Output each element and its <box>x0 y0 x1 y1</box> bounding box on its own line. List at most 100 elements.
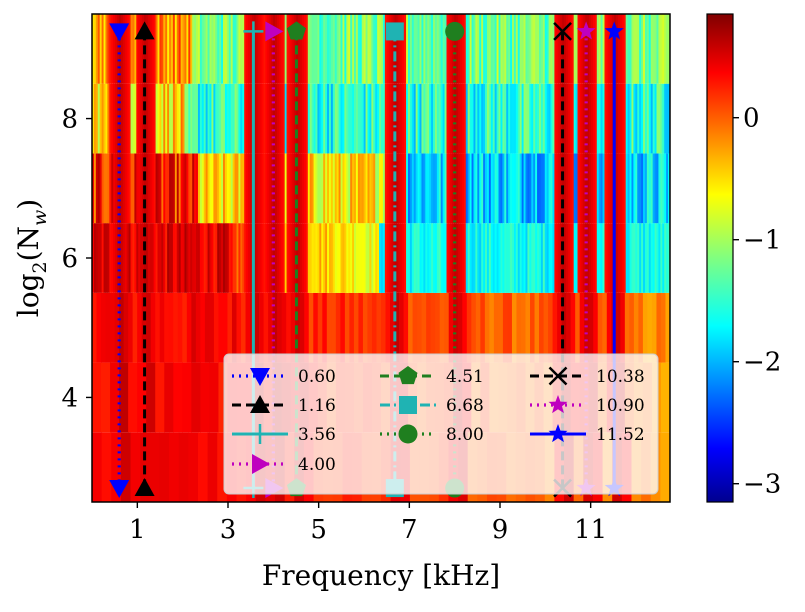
heatmap-cell <box>126 14 130 84</box>
heatmap-cell <box>292 223 295 293</box>
heatmap-cell <box>425 83 428 154</box>
heatmap-cell <box>188 432 199 502</box>
heatmap-cell <box>348 83 351 154</box>
heatmap-cell <box>300 223 303 293</box>
heatmap-cell <box>213 153 216 224</box>
heatmap-cell <box>585 153 588 224</box>
heatmap-cell <box>506 153 509 224</box>
heatmap-cell <box>602 292 608 363</box>
heatmap-cell <box>211 223 214 293</box>
heatmap-cell <box>587 153 590 224</box>
heatmap-cell <box>178 83 182 154</box>
heatmap-cell <box>538 14 542 84</box>
heatmap-cell <box>485 14 488 84</box>
heatmap-cell <box>99 223 103 293</box>
heatmap-cell <box>215 14 218 84</box>
heatmap-cell <box>375 153 378 224</box>
heatmap-cell <box>203 14 207 84</box>
heatmap-cell <box>373 14 376 84</box>
heatmap-cell <box>565 223 569 293</box>
heatmap-cell <box>249 223 253 293</box>
heatmap-cell <box>275 14 278 84</box>
legend-label-7: 10.38 <box>596 367 645 387</box>
heatmap-cell <box>504 153 507 224</box>
heatmap-cell <box>515 223 519 293</box>
heatmap-cell <box>658 153 661 224</box>
heatmap-cell <box>334 223 338 293</box>
heatmap-cell <box>226 83 230 154</box>
heatmap-cell <box>629 223 633 293</box>
heatmap-cell <box>92 223 95 293</box>
heatmap-cell <box>467 83 471 154</box>
heatmap-cell <box>631 14 634 84</box>
heatmap-cell <box>275 153 278 224</box>
heatmap-cell <box>481 14 484 84</box>
heatmap-cell <box>209 153 213 224</box>
heatmap-cell <box>638 292 644 363</box>
heatmap-cell <box>569 14 573 84</box>
heatmap-cell <box>606 83 609 154</box>
heatmap-cell <box>379 153 382 224</box>
heatmap-cell <box>159 292 165 363</box>
heatmap-cell <box>217 153 220 224</box>
heatmap-cell <box>429 83 432 154</box>
heatmap-cell <box>452 14 455 84</box>
heatmap-cell <box>471 292 477 363</box>
heatmap-cell <box>169 83 172 154</box>
heatmap-cell <box>467 223 471 293</box>
heatmap-cell <box>585 223 588 293</box>
heatmap-cell <box>591 153 594 224</box>
heatmap-cell <box>625 83 629 154</box>
heatmap-cell <box>544 153 548 224</box>
heatmap-cell <box>404 14 407 84</box>
heatmap-cell <box>147 153 151 224</box>
x-tick-label: 5 <box>310 515 327 545</box>
heatmap-cell <box>95 153 99 224</box>
heatmap-cell <box>348 14 351 84</box>
heatmap-cell <box>521 83 525 154</box>
heatmap-cell <box>271 83 274 154</box>
heatmap-cell <box>151 14 155 84</box>
heatmap-cell <box>552 223 555 293</box>
heatmap-cell <box>581 153 584 224</box>
heatmap-cell <box>643 153 646 224</box>
heatmap-cell <box>546 153 550 224</box>
heatmap-cell <box>363 153 367 224</box>
heatmap-cell <box>95 223 99 293</box>
heatmap-cell <box>604 223 608 293</box>
heatmap-cell <box>430 292 436 363</box>
heatmap-cell <box>123 292 129 363</box>
heatmap-cell <box>304 292 310 363</box>
heatmap-cell <box>261 223 265 293</box>
heatmap-cell <box>105 223 109 293</box>
heatmap-cell <box>313 14 317 84</box>
heatmap-cell <box>307 223 311 293</box>
heatmap-cell <box>371 83 374 154</box>
heatmap-cell <box>465 14 469 84</box>
heatmap-cell <box>281 292 287 363</box>
heatmap-cell <box>298 83 301 154</box>
heatmap-cell <box>107 14 110 84</box>
heatmap-cell <box>263 153 266 224</box>
heatmap-cell <box>423 223 426 293</box>
heatmap-cell <box>652 83 656 154</box>
heatmap-cell <box>217 83 220 154</box>
heatmap-cell <box>419 223 423 293</box>
heatmap-cell <box>207 432 218 502</box>
heatmap-cell <box>149 432 161 502</box>
heatmap-cell <box>186 153 189 224</box>
heatmap-cell <box>548 83 552 154</box>
heatmap-cell <box>223 153 226 224</box>
heatmap-cell <box>308 292 314 363</box>
heatmap-cell <box>643 223 646 293</box>
heatmap-cell <box>170 14 174 84</box>
heatmap-cell <box>506 83 509 154</box>
heatmap-cell <box>575 83 579 154</box>
heatmap-cell <box>224 153 228 224</box>
heatmap-cell <box>668 83 670 154</box>
heatmap-cell <box>357 223 361 293</box>
series-marker-bottom-1 <box>134 478 155 497</box>
heatmap-cell <box>259 153 263 224</box>
heatmap-cell <box>246 14 249 84</box>
heatmap-cell <box>557 292 563 363</box>
